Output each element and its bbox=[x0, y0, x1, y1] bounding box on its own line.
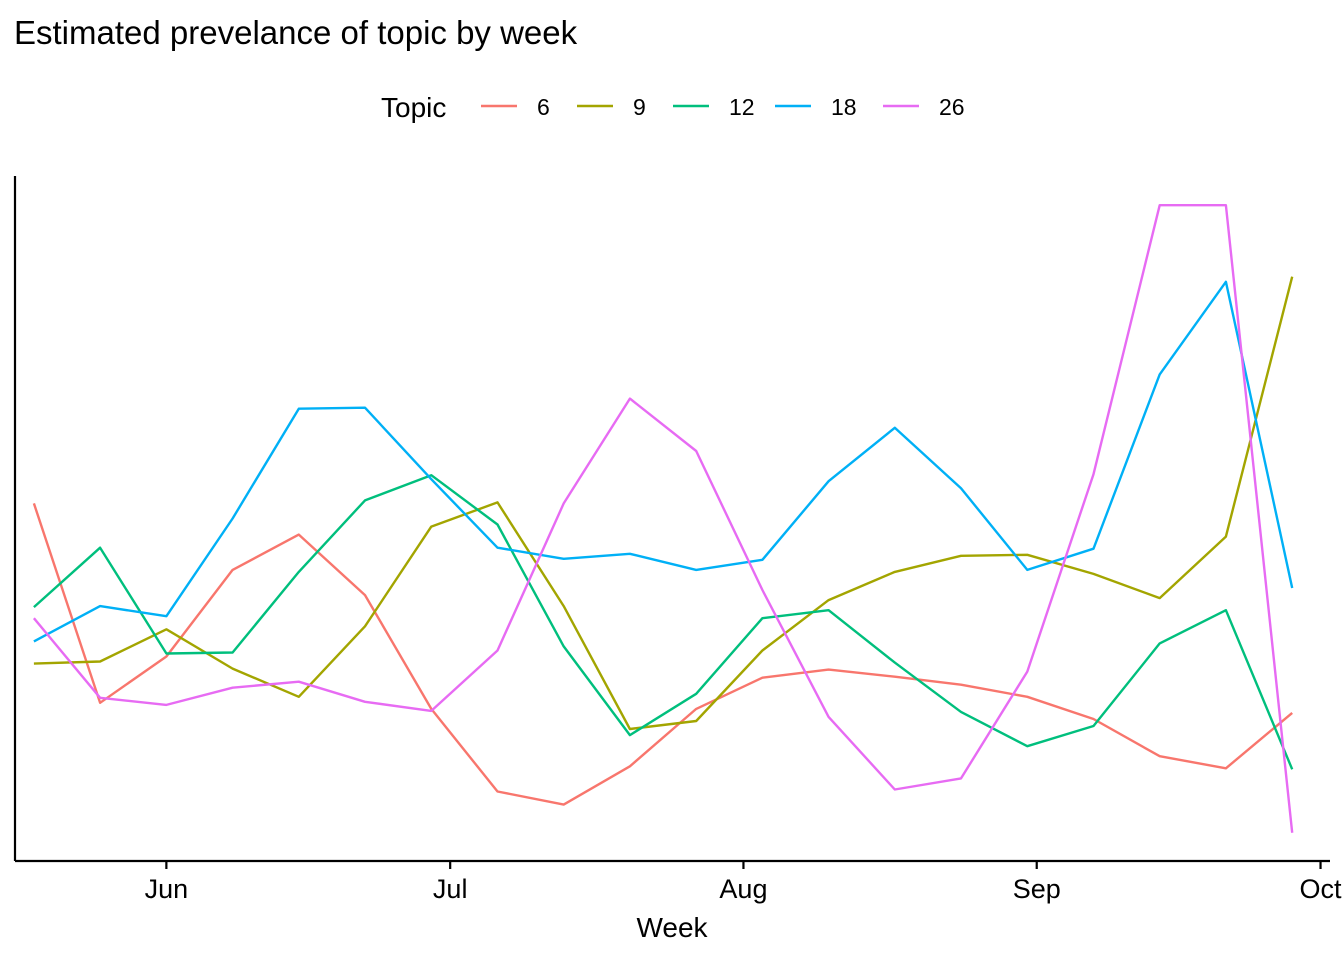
series-line-topic-9 bbox=[33, 276, 1294, 731]
legend-title: Topic bbox=[381, 92, 446, 123]
x-tick-label-aug: Aug bbox=[719, 874, 767, 904]
series-line-topic-6 bbox=[32, 503, 1293, 806]
series-line-topic-18 bbox=[33, 280, 1294, 643]
x-tick-label-sep: Sep bbox=[1013, 874, 1061, 904]
x-tick-label-jul: Jul bbox=[433, 874, 468, 904]
series-line-topic-12 bbox=[33, 474, 1294, 770]
x-tick-label-jun: Jun bbox=[145, 874, 189, 904]
legend-label-topic-26: 26 bbox=[939, 94, 965, 120]
chart-title: Estimated prevelance of topic by week bbox=[14, 14, 578, 51]
legend-label-topic-18: 18 bbox=[831, 94, 857, 120]
series-line-topic-26 bbox=[32, 203, 1294, 833]
legend-label-topic-9: 9 bbox=[633, 94, 646, 120]
legend-label-topic-6: 6 bbox=[537, 94, 550, 120]
plot-area bbox=[32, 203, 1294, 833]
x-tick-label-oct: Oct bbox=[1300, 874, 1343, 904]
x-axis-title: Week bbox=[636, 912, 708, 943]
x-axis-ticks: Jun Jul Aug Sep Oct bbox=[145, 861, 1342, 904]
legend: Topic 6 9 12 18 26 bbox=[381, 92, 965, 123]
legend-label-topic-12: 12 bbox=[729, 94, 755, 120]
